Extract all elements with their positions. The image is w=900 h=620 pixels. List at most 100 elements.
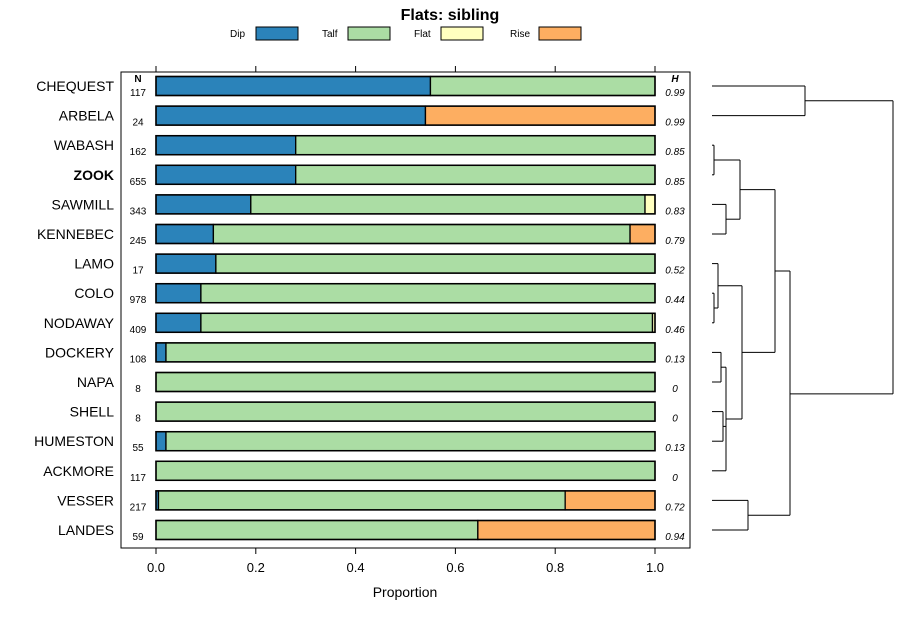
legend-swatch-talf	[347, 26, 391, 41]
bar-outline	[155, 460, 656, 482]
bar-talf	[155, 519, 479, 541]
legend-swatch-dip	[255, 26, 299, 41]
x-axis: 0.0 0.2 0.4 0.6 0.8 1.0	[147, 548, 664, 575]
n-value: 655	[130, 177, 147, 188]
n-value: 59	[132, 532, 144, 543]
bar-dip	[155, 283, 202, 304]
row-wabash: WABASH 162 0.85	[54, 134, 685, 158]
bar-dip	[155, 75, 432, 97]
category-label: ARBELA	[59, 108, 115, 124]
category-label: WABASH	[54, 137, 114, 153]
row-nodaway: NODAWAY 409 0.46	[44, 312, 685, 336]
legend: Dip Talf Flat Rise	[230, 26, 582, 41]
h-value: 0.44	[665, 295, 685, 306]
bar-flat	[644, 194, 656, 215]
top-axis-ticks	[155, 66, 656, 72]
bar-outline	[155, 490, 656, 511]
legend-swatch-flat	[440, 26, 484, 41]
h-column-header: H	[671, 74, 679, 85]
category-label: NAPA	[77, 374, 115, 390]
x-tick-label: 0.8	[546, 560, 564, 575]
n-value: 117	[130, 473, 146, 484]
n-value: 162	[130, 147, 147, 158]
bar-talf	[295, 135, 656, 156]
row-dockery: DOCKERY 108 0.13	[45, 342, 685, 365]
bar-dip	[155, 312, 202, 333]
h-value: 0.46	[665, 325, 685, 336]
x-tick-label: 0.4	[347, 560, 365, 575]
row-sawmill: SAWMILL 343 0.83	[52, 194, 685, 217]
bar-talf	[200, 283, 656, 304]
n-value: 245	[130, 236, 147, 247]
n-value: 8	[135, 414, 141, 425]
x-tick-label: 1.0	[646, 560, 664, 575]
plot-frame	[120, 71, 691, 549]
category-label: COLO	[74, 285, 114, 301]
row-chequest: CHEQUEST 117 0.99	[36, 75, 685, 99]
h-value: 0.13	[665, 443, 685, 454]
x-tick-label: 0.2	[247, 560, 265, 575]
bar-rise	[564, 490, 656, 511]
bar-talf	[157, 490, 566, 511]
row-vesser: VESSER 217 0.72	[57, 490, 685, 513]
bar-outline	[155, 194, 656, 215]
bar-outline	[155, 312, 656, 334]
h-value: 0.72	[665, 502, 685, 513]
n-column-header: N	[134, 74, 141, 85]
bar-talf	[295, 164, 656, 185]
bar-outline	[155, 75, 656, 97]
row-landes: LANDES 59 0.94	[58, 519, 685, 543]
bar-outline	[155, 253, 656, 274]
n-value: 343	[130, 206, 147, 217]
bar-dip	[155, 223, 215, 245]
category-label: SAWMILL	[52, 196, 115, 212]
bar-talf	[155, 401, 656, 422]
bar-outline	[155, 164, 656, 186]
n-value: 217	[130, 502, 147, 513]
row-ackmore: ACKMORE 117 0	[43, 460, 678, 484]
bar-outline	[155, 134, 656, 156]
bar-outline	[155, 401, 656, 422]
bar-dip	[155, 194, 252, 215]
bar-talf	[155, 371, 656, 393]
bar-talf	[215, 253, 656, 274]
n-value: 978	[130, 295, 147, 306]
category-label: NODAWAY	[44, 315, 115, 331]
category-label: KENNEBEC	[37, 226, 114, 242]
bar-outline	[155, 371, 656, 393]
bar-outline	[155, 223, 656, 245]
bar-dip	[155, 164, 297, 185]
bar-talf	[165, 431, 656, 452]
h-value: 0.99	[665, 88, 685, 99]
legend-label-rise: Rise	[510, 29, 530, 40]
row-lamo: LAMO 17 0.52	[74, 253, 685, 277]
row-shell: SHELL 8 0	[70, 401, 678, 425]
bar-dip	[155, 342, 167, 363]
h-value: 0.52	[665, 266, 685, 277]
x-tick-label: 0.0	[147, 560, 165, 575]
bar-dip	[155, 431, 167, 452]
bar-outline	[155, 105, 656, 126]
row-kennebec: KENNEBEC 245 0.79	[37, 223, 685, 247]
bar-outline	[155, 519, 656, 541]
bar-dip	[155, 253, 217, 274]
bar-talf	[155, 460, 656, 481]
category-label: SHELL	[70, 404, 115, 420]
legend-label-talf: Talf	[322, 29, 338, 40]
h-value: 0.94	[665, 532, 685, 543]
category-label: CHEQUEST	[36, 78, 114, 94]
dendrogram	[712, 85, 894, 531]
h-value: 0.85	[665, 177, 685, 188]
bar-outline	[155, 342, 656, 363]
n-value: 17	[132, 266, 144, 277]
category-label: VESSER	[57, 492, 114, 508]
legend-swatch-rise	[538, 26, 582, 41]
h-value: 0.79	[665, 236, 685, 247]
row-colo: COLO 978 0.44	[74, 282, 685, 306]
bar-talf	[429, 75, 656, 97]
bar-dip	[155, 135, 297, 156]
x-tick-label: 0.6	[446, 560, 464, 575]
bar-talf	[212, 223, 631, 245]
bar-rise	[424, 105, 656, 126]
h-value: 0.85	[665, 147, 685, 158]
